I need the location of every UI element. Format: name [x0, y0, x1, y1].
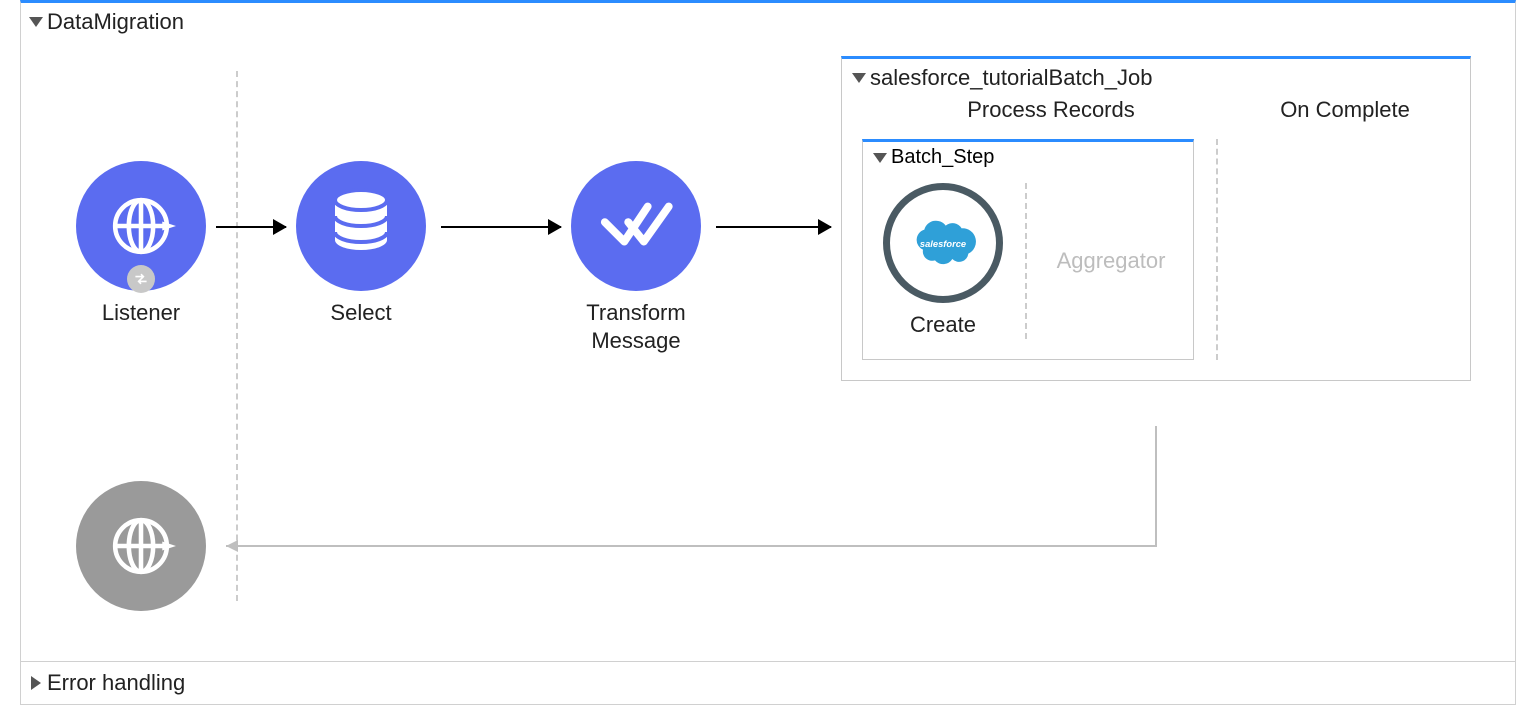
batch-step-scope[interactable]: Batch_Step salesforce Create [862, 139, 1194, 360]
phase-divider [1216, 139, 1218, 360]
flow-header[interactable]: DataMigration [21, 3, 1515, 41]
error-handling-label: Error handling [47, 670, 185, 696]
node-label: Create [883, 311, 1003, 339]
source-divider [236, 71, 238, 601]
collapse-icon[interactable] [852, 73, 866, 83]
flow-container[interactable]: DataMigration Listener [20, 0, 1516, 705]
exchange-badge-icon [127, 265, 155, 293]
phase-complete-label: On Complete [1240, 97, 1450, 123]
arrow [716, 226, 831, 228]
step-divider [1025, 183, 1027, 339]
batch-job-scope[interactable]: salesforce_tutorialBatch_Job Process Rec… [841, 56, 1471, 381]
svg-text:salesforce: salesforce [920, 239, 966, 249]
transform-icon [571, 161, 701, 291]
node-label: Select [296, 299, 426, 327]
response-icon [76, 481, 206, 611]
batch-job-header[interactable]: salesforce_tutorialBatch_Job [842, 59, 1470, 97]
node-listener[interactable]: Listener [76, 161, 206, 327]
node-response[interactable] [76, 481, 206, 611]
batch-job-name: salesforce_tutorialBatch_Job [870, 65, 1153, 91]
arrow [441, 226, 561, 228]
collapse-icon[interactable] [29, 17, 43, 27]
node-create[interactable]: salesforce Create [883, 183, 1003, 339]
node-select[interactable]: Select [296, 161, 426, 327]
flow-body: Listener Select [21, 41, 1515, 631]
on-complete-slot[interactable] [1240, 139, 1450, 360]
expand-icon[interactable] [31, 676, 41, 690]
node-label: Listener [76, 299, 206, 327]
error-handling-section[interactable]: Error handling [21, 661, 1515, 704]
phase-process-label: Process Records [862, 97, 1240, 123]
node-label: Transform Message [571, 299, 701, 354]
collapse-icon[interactable] [873, 153, 887, 163]
salesforce-icon: salesforce [883, 183, 1003, 303]
arrow [216, 226, 286, 228]
aggregator-placeholder[interactable]: Aggregator [1049, 248, 1173, 274]
batch-phase-labels: Process Records On Complete [842, 97, 1470, 139]
batch-step-name: Batch_Step [891, 146, 994, 169]
node-transform[interactable]: Transform Message [571, 161, 701, 354]
flow-name: DataMigration [47, 9, 184, 35]
batch-step-header[interactable]: Batch_Step [863, 142, 1193, 173]
database-icon [296, 161, 426, 291]
